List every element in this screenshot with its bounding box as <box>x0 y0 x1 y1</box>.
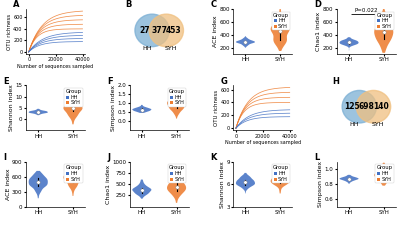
Text: 698: 698 <box>358 102 374 111</box>
Point <box>139 108 145 111</box>
Text: P=0.022: P=0.022 <box>354 8 378 13</box>
Legend: HH, SYH: HH, SYH <box>375 12 394 30</box>
Circle shape <box>135 14 169 47</box>
Text: L: L <box>314 153 320 162</box>
Y-axis label: Chao1 index: Chao1 index <box>316 12 322 51</box>
X-axis label: Number of sequences sampled: Number of sequences sampled <box>225 140 301 145</box>
Point <box>346 177 352 180</box>
Legend: HH, SYH: HH, SYH <box>64 88 83 107</box>
Circle shape <box>356 90 391 123</box>
Text: 125: 125 <box>344 102 360 111</box>
X-axis label: Number of sequences sampled: Number of sequences sampled <box>18 64 94 69</box>
Text: G: G <box>220 76 227 86</box>
Y-axis label: Shannon index: Shannon index <box>220 161 225 207</box>
Text: 453: 453 <box>166 26 182 35</box>
Point <box>346 41 352 44</box>
Legend: HH, SYH: HH, SYH <box>375 164 394 183</box>
Y-axis label: Chao1 index: Chao1 index <box>106 165 111 204</box>
Y-axis label: OTU richness: OTU richness <box>7 13 12 49</box>
Y-axis label: Simpson index: Simpson index <box>111 85 116 131</box>
Legend: HH, SYH: HH, SYH <box>272 12 290 30</box>
Point <box>70 176 76 180</box>
Text: K: K <box>211 153 217 162</box>
Point <box>277 29 283 33</box>
Text: 27: 27 <box>139 26 150 35</box>
Y-axis label: ACE index: ACE index <box>6 168 11 200</box>
Point <box>380 30 387 34</box>
Y-axis label: OTU richness: OTU richness <box>214 90 219 126</box>
Point <box>242 40 249 44</box>
Point <box>380 173 387 177</box>
Circle shape <box>149 14 184 47</box>
Point <box>139 188 145 192</box>
Text: C: C <box>211 0 217 9</box>
Point <box>35 180 42 184</box>
Y-axis label: Simpson index: Simpson index <box>318 161 323 207</box>
Text: SYH: SYH <box>165 46 177 51</box>
Legend: HH, SYH: HH, SYH <box>272 164 290 183</box>
Text: 377: 377 <box>151 26 167 35</box>
Legend: HH, SYH: HH, SYH <box>64 164 83 183</box>
Point <box>35 110 42 114</box>
Y-axis label: ACE index: ACE index <box>213 16 218 47</box>
Text: E: E <box>4 76 9 86</box>
Text: HH: HH <box>143 46 152 51</box>
Y-axis label: Shannon index: Shannon index <box>9 84 14 131</box>
Point <box>242 181 249 184</box>
Point <box>173 185 180 189</box>
Point <box>173 101 180 105</box>
Text: B: B <box>125 0 131 9</box>
Text: SYH: SYH <box>372 122 384 127</box>
Legend: HH, SYH: HH, SYH <box>168 88 186 107</box>
Legend: HH, SYH: HH, SYH <box>168 164 186 183</box>
Circle shape <box>342 90 376 123</box>
Text: 140: 140 <box>373 102 389 111</box>
Text: J: J <box>107 153 110 162</box>
Text: D: D <box>314 0 321 9</box>
Text: A: A <box>13 0 20 9</box>
Text: I: I <box>4 153 6 162</box>
Text: H: H <box>332 76 339 86</box>
Point <box>277 178 283 182</box>
Text: HH: HH <box>350 122 359 127</box>
Text: F: F <box>107 76 113 86</box>
Point <box>70 106 76 109</box>
